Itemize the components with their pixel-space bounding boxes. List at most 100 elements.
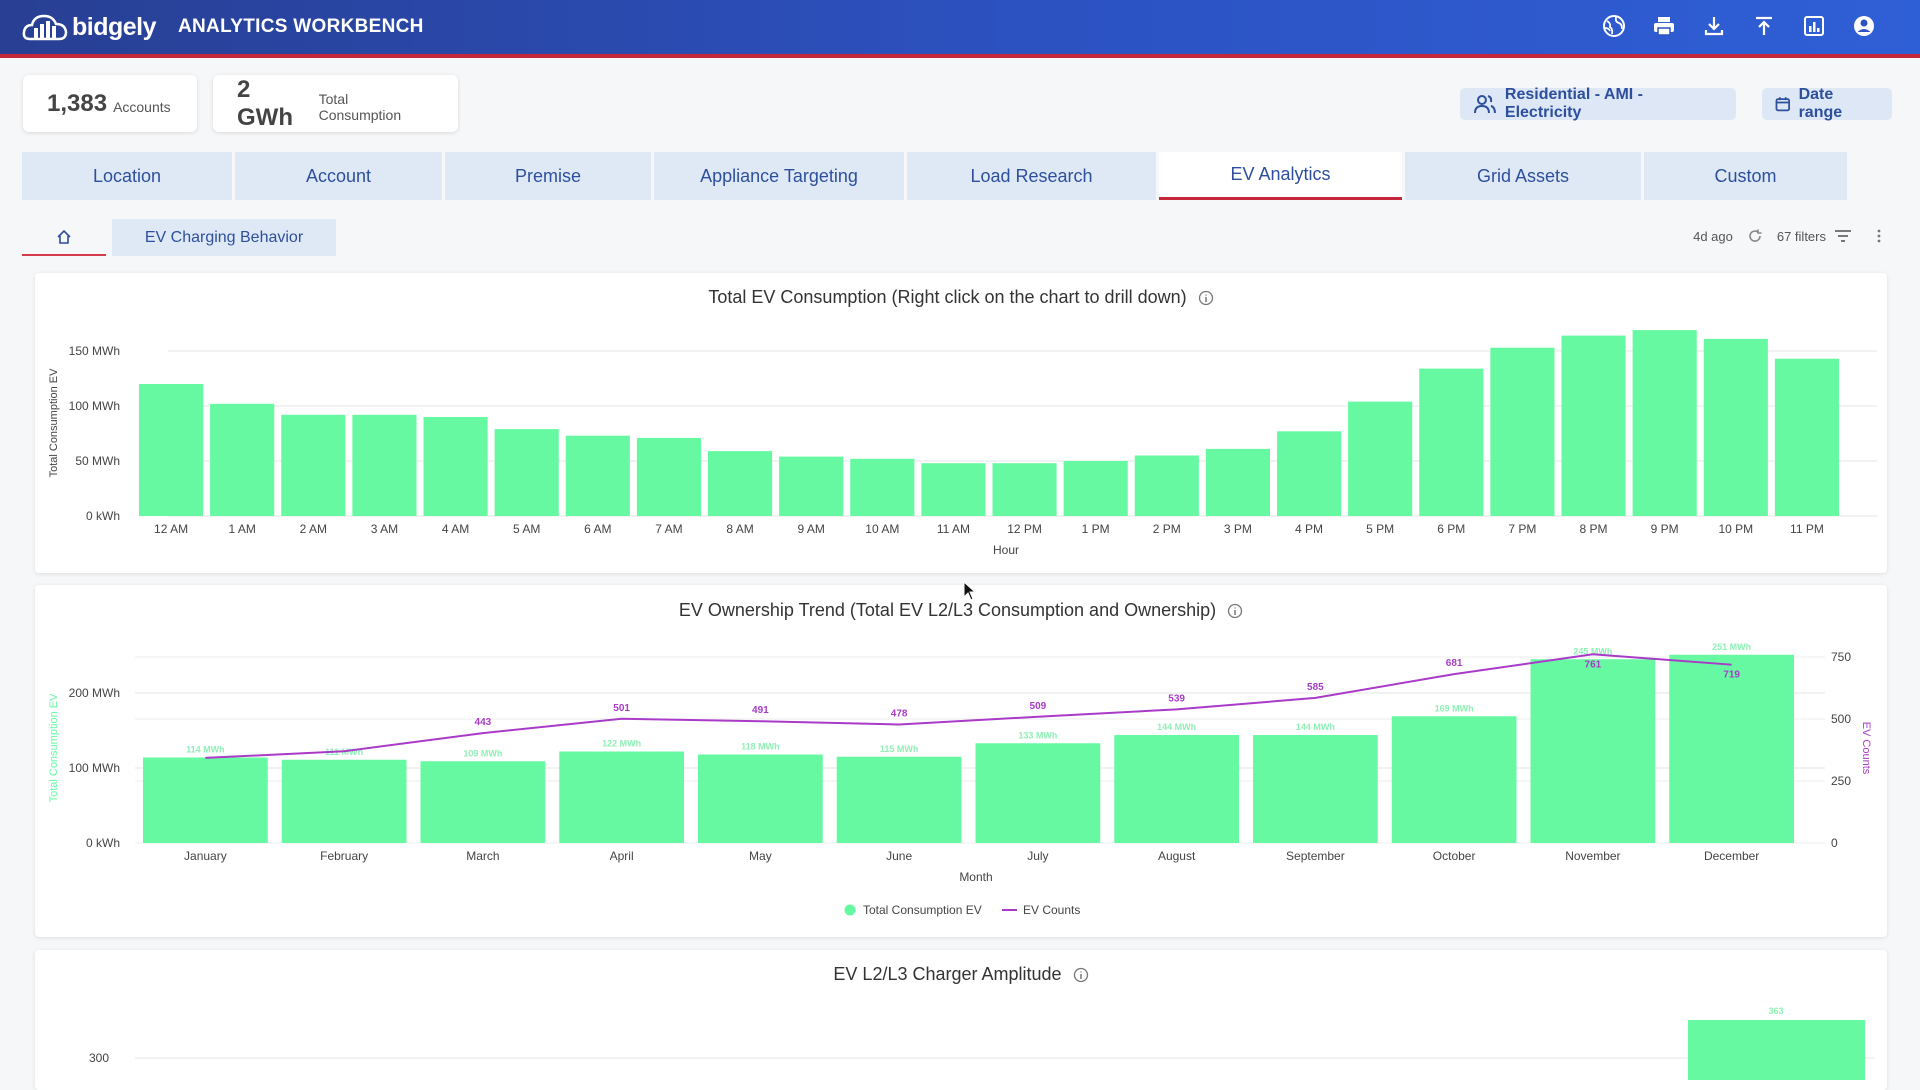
tab-premise[interactable]: Premise	[445, 152, 651, 200]
x-tick-label: April	[610, 849, 634, 863]
y2-axis-label: EV Counts	[1860, 722, 1872, 775]
bar	[281, 759, 407, 843]
tab-appliance-targeting[interactable]: Appliance Targeting	[654, 152, 904, 200]
bar	[143, 757, 268, 843]
filters-label: 67 filters	[1776, 228, 1826, 244]
bar-data-label: 133 MWh	[1018, 730, 1057, 740]
refresh-icon[interactable]	[1747, 228, 1763, 244]
chart3-title: EV L2/L3 Charger Amplitude	[833, 964, 1062, 984]
x-tick-label: 9 PM	[1651, 522, 1679, 536]
calendar-icon	[1775, 97, 1790, 112]
x-tick-label: November	[1565, 849, 1620, 863]
print-icon[interactable]	[1652, 14, 1676, 38]
bar	[1703, 338, 1768, 516]
filters-button[interactable]: 67 filters	[1777, 229, 1852, 244]
chart3-title-row: EV L2/L3 Charger Amplitude	[35, 964, 1887, 985]
y-axis-label: Total Consumption EV	[48, 368, 60, 477]
tab-ev-charging-behavior[interactable]: EV Charging Behavior	[112, 219, 336, 256]
x-tick-label: August	[1158, 849, 1196, 863]
chart-card-total-ev-consumption: Total EV Consumption (Right click on the…	[35, 273, 1887, 573]
x-tick-label: 11 AM	[937, 522, 970, 536]
chart2-title-row: EV Ownership Trend (Total EV L2/L3 Consu…	[35, 600, 1887, 621]
kpi-consumption-label: Total Consumption	[318, 90, 402, 123]
tab-load-research[interactable]: Load Research	[907, 152, 1156, 200]
bidgely-logo[interactable]: bidgely	[22, 12, 157, 42]
bar-data-label: 251 MWh	[1712, 642, 1751, 652]
x-tick-label: September	[1286, 849, 1345, 863]
bar	[1688, 1020, 1865, 1080]
upload-icon[interactable]	[1752, 14, 1776, 38]
line-data-label: 443	[475, 717, 492, 728]
bar	[423, 417, 488, 516]
info-icon[interactable]	[1227, 603, 1243, 619]
tab-ev-analytics[interactable]: EV Analytics	[1159, 152, 1402, 200]
line-data-label: 681	[1446, 658, 1463, 669]
bar-data-label: 122 MWh	[602, 739, 641, 749]
legend-swatch-consumption	[844, 904, 856, 916]
tab-location[interactable]: Location	[22, 152, 232, 200]
bar	[836, 756, 962, 843]
kpi-total-consumption: 2 GWh Total Consumption	[213, 75, 458, 132]
bar	[1253, 735, 1378, 843]
tab-account[interactable]: Account	[235, 152, 442, 200]
x-tick-label: 7 AM	[655, 522, 682, 536]
bar	[1063, 461, 1128, 516]
globe-icon[interactable]	[1602, 14, 1626, 38]
bar	[1348, 401, 1413, 516]
main-tabs: Location Account Premise Appliance Targe…	[22, 152, 1850, 200]
y-tick-label: 50 MWh	[75, 454, 120, 468]
bar-data-label: 118 MWh	[741, 742, 780, 752]
bar	[1391, 716, 1517, 843]
bar	[779, 456, 844, 516]
x-tick-label: January	[184, 849, 227, 863]
line-data-label: 761	[1585, 659, 1602, 670]
chart2-title: EV Ownership Trend (Total EV L2/L3 Consu…	[678, 600, 1217, 620]
ev-counts-line	[205, 653, 1732, 759]
x-tick-label: 8 PM	[1580, 522, 1608, 536]
chart-card-ev-ownership-trend: EV Ownership Trend (Total EV L2/L3 Consu…	[35, 585, 1887, 937]
x-tick-label: 11 PM	[1790, 522, 1824, 536]
bar	[850, 458, 915, 516]
date-range-label: Date range	[1798, 86, 1843, 121]
line-data-label: 539	[1168, 693, 1185, 704]
user-account-icon[interactable]	[1852, 14, 1876, 38]
mouse-cursor-icon	[963, 581, 977, 601]
y2-tick-label: 250	[1831, 774, 1851, 788]
bar	[565, 435, 630, 516]
home-tab[interactable]	[22, 219, 106, 256]
x-tick-label: December	[1704, 849, 1759, 863]
bar	[1669, 654, 1794, 843]
chart1-title: Total EV Consumption (Right click on the…	[708, 287, 1187, 307]
bar	[921, 463, 986, 516]
info-icon[interactable]	[1198, 290, 1214, 306]
bar-data-label: 363	[1768, 1006, 1783, 1016]
info-icon[interactable]	[1073, 967, 1089, 983]
x-tick-label: June	[886, 849, 912, 863]
tab-custom[interactable]: Custom	[1644, 152, 1847, 200]
report-icon[interactable]	[1802, 14, 1826, 38]
download-icon[interactable]	[1702, 14, 1726, 38]
app-header: bidgely ANALYTICS WORKBENCH	[0, 0, 1920, 58]
bar	[1114, 735, 1239, 843]
segment-label: Residential - AMI - Electricity	[1504, 86, 1643, 121]
x-tick-label: 10 PM	[1718, 522, 1753, 536]
bar-data-label: 169 MWh	[1435, 703, 1474, 713]
bar	[975, 743, 1101, 843]
charger-amplitude-chart[interactable]: 300 363	[35, 950, 1887, 1080]
y-tick-label: 300	[89, 1051, 109, 1065]
x-tick-label: May	[749, 849, 772, 863]
x-tick-label: 12 AM	[154, 522, 188, 536]
line-data-label: 491	[752, 705, 769, 716]
kpi-consumption-value: 2 GWh	[237, 75, 293, 131]
tab-grid-assets[interactable]: Grid Assets	[1405, 152, 1641, 200]
total-ev-consumption-chart[interactable]: 0 kWh 50 MWh 100 MWh 150 MWh 12 AM 1 AM 2 AM 3 …	[35, 273, 1887, 573]
bar	[1530, 659, 1656, 843]
x-tick-label: October	[1433, 849, 1476, 863]
segment-selector[interactable]: Residential - AMI - Electricity	[1460, 86, 1736, 121]
date-range-button[interactable]: Date range	[1762, 86, 1892, 121]
ev-ownership-trend-chart[interactable]: 0 kWh 100 MWh 200 MWh 0 250 500 750 114 MWh Janu…	[35, 585, 1887, 937]
more-options-icon[interactable]	[1876, 228, 1882, 244]
y2-tick-label: 0	[1831, 836, 1838, 850]
x-tick-label: July	[1027, 849, 1048, 863]
bar	[1774, 358, 1839, 516]
